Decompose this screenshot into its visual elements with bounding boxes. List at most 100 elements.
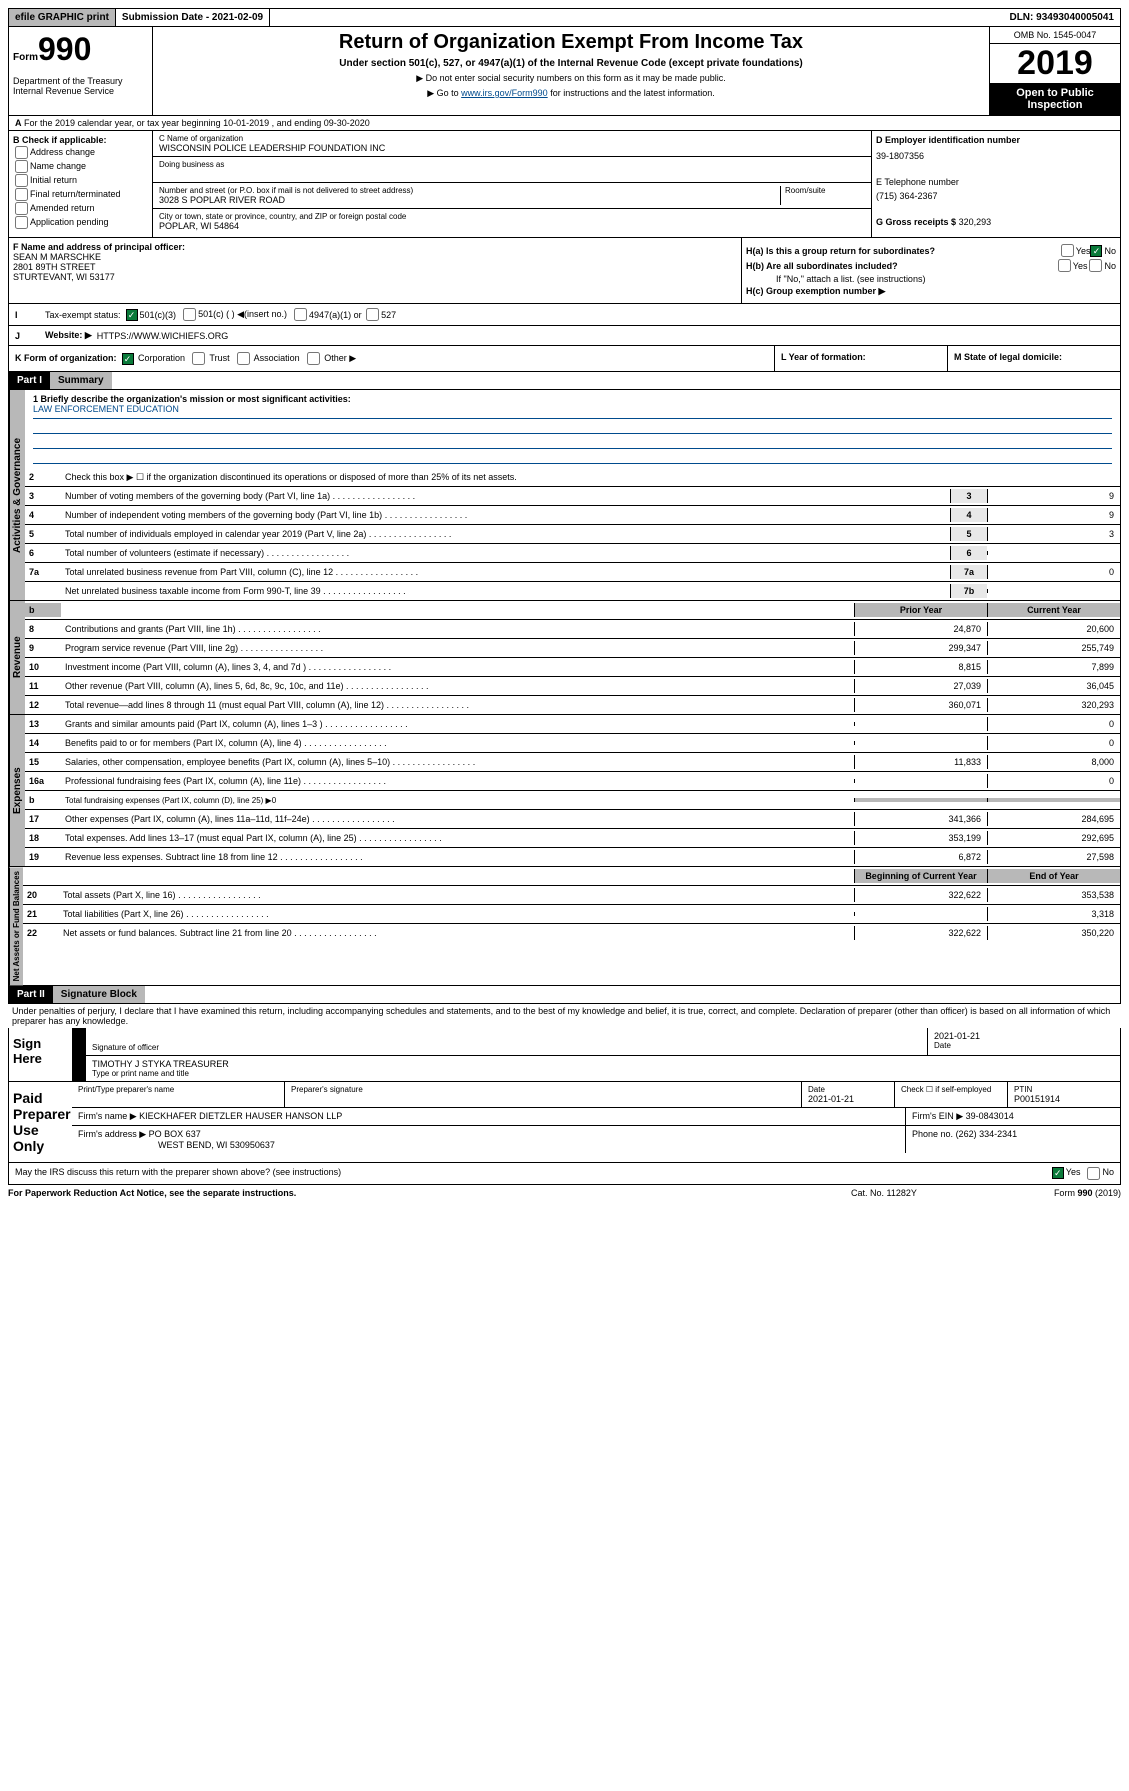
paid-label: Paid Preparer Use Only <box>9 1082 72 1162</box>
firm-ein: 39-0843014 <box>966 1111 1014 1121</box>
prep-date: 2021-01-21 <box>808 1094 888 1104</box>
b-label: B Check if applicable: <box>13 135 148 145</box>
dept-label: Department of the Treasury Internal Reve… <box>13 76 148 96</box>
instr-1: ▶ Do not enter social security numbers o… <box>157 73 985 84</box>
discuss-yes-checked: ✓ <box>1052 1167 1064 1179</box>
firm-name: KIECKHAFER DIETZLER HAUSER HANSON LLP <box>139 1111 342 1121</box>
table-row: 6Total number of volunteers (estimate if… <box>25 544 1120 563</box>
part1-header-row: Part ISummary <box>8 372 1121 390</box>
gov-vlabel: Activities & Governance <box>9 390 25 600</box>
footer: For Paperwork Reduction Act Notice, see … <box>8 1185 1121 1201</box>
ptin: P00151914 <box>1014 1094 1114 1104</box>
sign-here-section: Sign Here Signature of officer 2021-01-2… <box>8 1028 1121 1082</box>
telephone: (715) 364-2367 <box>876 191 1116 201</box>
instructions-link[interactable]: www.irs.gov/Form990 <box>461 88 548 98</box>
main-title: Return of Organization Exempt From Incom… <box>157 31 985 54</box>
instr-2: ▶ Go to www.irs.gov/Form990 for instruct… <box>157 88 985 99</box>
mission-text: LAW ENFORCEMENT EDUCATION <box>33 404 1112 419</box>
website-row: J Website: ▶ HTTPS://WWW.WICHIEFS.ORG <box>8 326 1121 346</box>
col-c: C Name of organizationWISCONSIN POLICE L… <box>153 131 872 237</box>
col-d: D Employer identification number39-18073… <box>872 131 1120 237</box>
col-b: B Check if applicable: Address change Na… <box>9 131 153 237</box>
netassets-section: Net Assets or Fund Balances Beginning of… <box>8 867 1121 986</box>
city-state-zip: POPLAR, WI 54864 <box>159 221 865 231</box>
part2-header-row: Part IISignature Block <box>8 986 1121 1004</box>
dln: DLN: 93493040005041 <box>1003 9 1120 26</box>
officer-addr2: STURTEVANT, WI 53177 <box>13 272 737 282</box>
table-row: 9Program service revenue (Part VIII, lin… <box>25 639 1120 658</box>
officer-name: SEAN M MARSCHKE <box>13 252 737 262</box>
table-row: Net unrelated business taxable income fr… <box>25 582 1120 600</box>
officer-addr1: 2801 89TH STREET <box>13 262 737 272</box>
website-url: HTTPS://WWW.WICHIEFS.ORG <box>97 331 229 341</box>
submission-date: Submission Date - 2021-02-09 <box>116 9 270 26</box>
table-row: 5Total number of individuals employed in… <box>25 525 1120 544</box>
part1-title: Summary <box>50 372 112 389</box>
table-row: 16aProfessional fundraising fees (Part I… <box>25 772 1120 791</box>
section-fgh: F Name and address of principal officer:… <box>8 238 1121 304</box>
sign-date: 2021-01-21 <box>934 1031 1114 1041</box>
firm-phone: (262) 334-2341 <box>956 1129 1018 1139</box>
rev-vlabel: Revenue <box>9 601 25 714</box>
opt-pending: Application pending <box>13 216 148 229</box>
ha-no-checked: ✓ <box>1090 245 1102 257</box>
paid-preparer-section: Paid Preparer Use Only Print/Type prepar… <box>8 1082 1121 1163</box>
discuss-no[interactable] <box>1087 1167 1100 1180</box>
table-row: 10Investment income (Part VIII, column (… <box>25 658 1120 677</box>
table-row: 18Total expenses. Add lines 13–17 (must … <box>25 829 1120 848</box>
omb-number: OMB No. 1545-0047 <box>990 27 1120 44</box>
table-row: 19Revenue less expenses. Subtract line 1… <box>25 848 1120 866</box>
table-row: 12Total revenue—add lines 8 through 11 (… <box>25 696 1120 714</box>
expenses-section: Expenses 13Grants and similar amounts pa… <box>8 715 1121 867</box>
table-row: 13Grants and similar amounts paid (Part … <box>25 715 1120 734</box>
col-h: H(a) Is this a group return for subordin… <box>742 238 1120 303</box>
efile-label[interactable]: efile GRAPHIC print <box>9 9 116 26</box>
table-row: 14Benefits paid to or for members (Part … <box>25 734 1120 753</box>
k-corp-checked: ✓ <box>122 353 134 365</box>
street-address: 3028 S POPLAR RIVER ROAD <box>159 195 780 205</box>
opt-initial: Initial return <box>13 174 148 187</box>
opt-amended: Amended return <box>13 202 148 215</box>
dba-label: Doing business as <box>159 160 865 169</box>
ein: 39-1807356 <box>876 151 1116 161</box>
status-row: I Tax-exempt status: ✓ 501(c)(3) 501(c) … <box>8 304 1121 326</box>
arrow-icon <box>72 1028 86 1081</box>
gross-receipts: 320,293 <box>959 217 992 227</box>
org-name: WISCONSIN POLICE LEADERSHIP FOUNDATION I… <box>159 143 865 153</box>
top-bar: efile GRAPHIC print Submission Date - 20… <box>8 8 1121 27</box>
col-f: F Name and address of principal officer:… <box>9 238 742 303</box>
ha-yes[interactable] <box>1061 244 1074 257</box>
table-row: 17Other expenses (Part IX, column (A), l… <box>25 810 1120 829</box>
table-row: 3Number of voting members of the governi… <box>25 487 1120 506</box>
table-row: 22Net assets or fund balances. Subtract … <box>23 924 1120 942</box>
revenue-section: Revenue bPrior YearCurrent Year 8Contrib… <box>8 601 1121 715</box>
table-row: 4Number of independent voting members of… <box>25 506 1120 525</box>
section-bcd: B Check if applicable: Address change Na… <box>8 131 1121 238</box>
row-a: A For the 2019 calendar year, or tax yea… <box>8 116 1121 131</box>
subtitle: Under section 501(c), 527, or 4947(a)(1)… <box>157 58 985 69</box>
exp-vlabel: Expenses <box>9 715 25 866</box>
part2-title: Signature Block <box>53 986 145 1003</box>
form-number: Form990 <box>13 31 148 68</box>
sign-here-label: Sign Here <box>9 1028 72 1081</box>
hb-no[interactable] <box>1089 259 1102 272</box>
opt-address: Address change <box>13 146 148 159</box>
net-vlabel: Net Assets or Fund Balances <box>9 867 23 985</box>
table-row: 20Total assets (Part X, line 16) 322,622… <box>23 886 1120 905</box>
table-row: bTotal fundraising expenses (Part IX, co… <box>25 791 1120 810</box>
status-501c3-checked: ✓ <box>126 309 138 321</box>
opt-name: Name change <box>13 160 148 173</box>
officer-print-name: TIMOTHY J STYKA TREASURER <box>92 1059 1114 1069</box>
table-row: 7aTotal unrelated business revenue from … <box>25 563 1120 582</box>
part1-badge: Part I <box>9 372 50 389</box>
form-header: Form990 Department of the Treasury Inter… <box>8 27 1121 116</box>
hb-yes[interactable] <box>1058 259 1071 272</box>
table-row: 11Other revenue (Part VIII, column (A), … <box>25 677 1120 696</box>
inspection-label: Open to Public Inspection <box>990 83 1120 115</box>
discuss-row: May the IRS discuss this return with the… <box>8 1163 1121 1185</box>
table-row: 15Salaries, other compensation, employee… <box>25 753 1120 772</box>
k-row: K Form of organization: ✓ Corporation Tr… <box>8 346 1121 372</box>
opt-final: Final return/terminated <box>13 188 148 201</box>
part2-badge: Part II <box>9 986 53 1003</box>
table-row: 21Total liabilities (Part X, line 26) 3,… <box>23 905 1120 924</box>
